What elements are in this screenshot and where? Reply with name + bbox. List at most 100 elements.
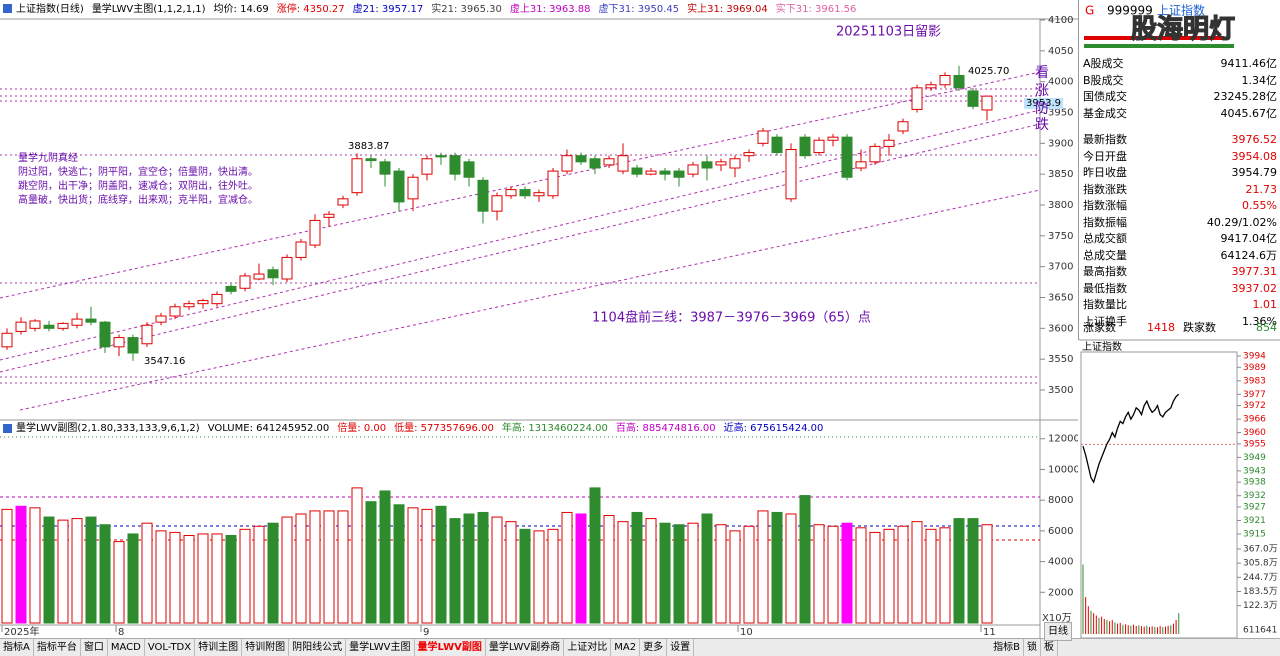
candle-body [463,161,475,178]
candle-body [799,136,811,157]
info-label: 指数涨跌 [1083,182,1127,196]
volume-header-item: 近高: 675615424.00 [724,421,824,434]
tab[interactable]: 板 [1041,639,1058,656]
volume-bar [365,501,377,624]
tab[interactable]: MA2 [611,639,641,656]
candle-body [267,269,279,279]
candle-body [701,161,713,169]
volume-bar [309,510,321,624]
volume-bar [43,516,55,624]
candle-body [771,136,783,154]
volume-bar [337,510,349,624]
volume-bar [715,524,727,624]
candle-body [197,300,209,305]
tab[interactable]: MACD [108,639,145,656]
mini-title: 上证指数 [1082,340,1122,353]
info-label: B股成交 [1083,73,1124,87]
candle-body [295,241,307,258]
y-tick-label: 3972 [1243,401,1266,411]
tab[interactable]: 窗口 [81,639,108,656]
tab[interactable]: 量学LWV副图 [415,639,486,656]
x-label: 11 [983,627,996,638]
y-tick-label: 3921 [1243,516,1266,526]
info-value: 1.01 [1252,298,1278,311]
breadth-up: 1418 [1147,321,1175,334]
mini-frame [1080,351,1238,639]
tab[interactable]: 更多 [640,639,668,656]
candle-body [15,321,27,332]
candle-body [561,155,573,172]
volume-bar [631,511,643,624]
info-label: 最高指数 [1083,265,1127,278]
volume-bar [407,507,419,624]
tab[interactable]: 阴阳线公式 [289,639,347,656]
period-tab[interactable]: 日线 [1044,622,1072,641]
volume-bar [659,522,671,624]
candle-body [477,179,489,212]
volume-bar [617,521,629,624]
candle-body [603,158,615,166]
info-value: 9411.46亿 [1220,57,1278,70]
volume-header-item: 倍量: 0.00 [337,421,386,434]
breadth-label: 涨家数 [1083,321,1116,334]
candle-body [99,321,111,348]
tab-group-right: 指标B 锁板 [990,639,1058,656]
candle-body [533,192,545,197]
volume-bar [57,519,69,624]
tab[interactable]: 特训附图 [242,639,290,656]
volume-bar [883,528,895,624]
stock-name: 上证指数 [1157,3,1205,18]
volume-bar [799,495,811,624]
info-value: 21.73 [1245,182,1278,196]
annotation: 20251103日留影 [836,25,941,40]
tab[interactable]: 设置 [667,639,695,656]
candle-body [337,198,349,206]
tab[interactable]: 指标A [0,639,34,656]
tab[interactable]: 量学LWV主图 [346,639,415,656]
y-tick-label: 122.3万 [1243,601,1278,611]
volume-bar [225,534,237,624]
candle-body [659,170,671,175]
info-value: 23245.28亿 [1213,90,1278,103]
y-tick-label: 4000 [1048,557,1073,568]
tab[interactable]: 指标平台 [34,639,81,656]
trend-line [0,123,1041,373]
volume-bar [981,524,993,624]
candle-body [309,219,321,246]
candle-body [421,158,433,175]
volume-bar [253,525,265,624]
volume-bar [435,505,447,624]
tab[interactable]: 指标B [990,639,1024,656]
y-tick-label: 3950 [1048,108,1073,119]
volume-bar [477,511,489,624]
info-row: 总成交额 9417.04亿 [1083,231,1277,247]
tab[interactable]: VOL-TDX [145,639,196,656]
volume-bar [603,515,615,624]
candle-body [407,176,419,200]
tab[interactable]: 上证对比 [564,639,612,656]
volume-bar [505,521,517,624]
tab[interactable]: 锁 [1024,639,1041,656]
candle-body [981,95,993,111]
candle-body [113,337,125,348]
tab[interactable]: 量学LWV副券商 [486,639,565,656]
candle-body [491,195,503,212]
volume-bar [967,518,979,624]
info-label: 指数振幅 [1083,215,1127,229]
volume-bar [491,516,503,624]
x-label: 8 [118,627,124,638]
tab[interactable]: 特训主图 [195,639,243,656]
volume-bar [1,508,13,624]
volume-bar [827,525,839,624]
volume-bar [841,522,853,624]
candle-body [239,275,251,289]
info-value: 0.55% [1242,199,1277,212]
candle-body [855,161,867,169]
header-item: 实上31: 3969.04 [687,2,768,15]
info-label: 总成交额 [1083,232,1127,245]
candle-body [505,189,517,197]
candle-body [757,130,769,144]
volume-bar [813,524,825,624]
watermark: 股海明灯 [1131,15,1235,45]
candle-body [897,121,909,132]
